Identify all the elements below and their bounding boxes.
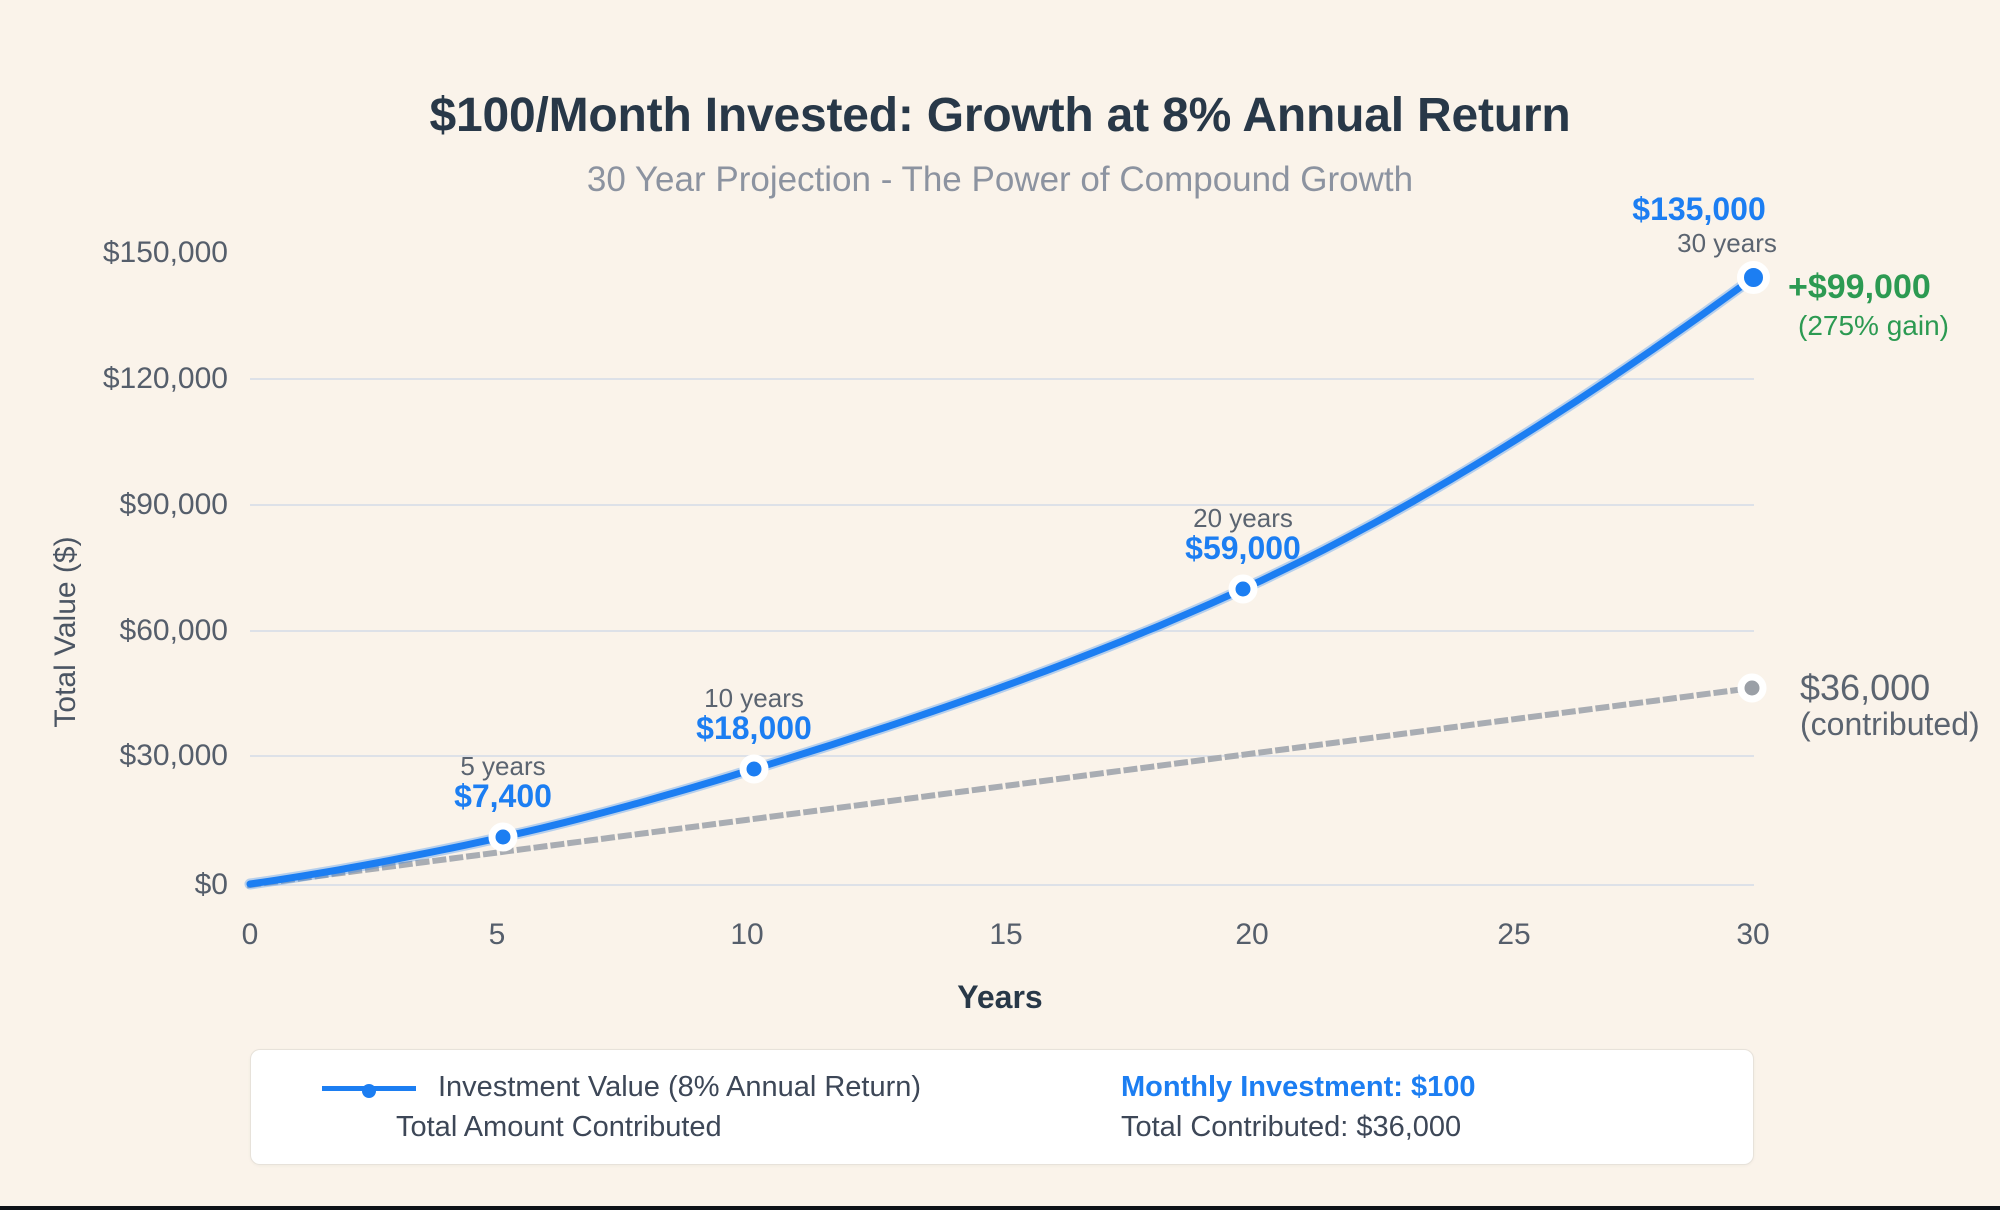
svg-text:$59,000: $59,000: [1185, 530, 1301, 566]
svg-text:$30,000: $30,000: [120, 739, 228, 772]
svg-text:$90,000: $90,000: [120, 488, 228, 521]
svg-text:$0: $0: [195, 868, 228, 901]
svg-text:Total Value ($): Total Value ($): [49, 536, 82, 727]
svg-text:(275% gain): (275% gain): [1798, 310, 1949, 341]
svg-text:5 years: 5 years: [460, 751, 545, 781]
svg-text:$120,000: $120,000: [103, 362, 228, 395]
svg-text:$36,000: $36,000: [1800, 667, 1930, 708]
svg-text:10 years: 10 years: [704, 683, 804, 713]
svg-text:$135,000: $135,000: [1632, 191, 1765, 227]
svg-text:20 years: 20 years: [1193, 503, 1293, 533]
svg-text:$150,000: $150,000: [103, 236, 228, 269]
svg-text:0: 0: [242, 918, 259, 951]
svg-text:5: 5: [489, 918, 506, 951]
svg-text:10: 10: [730, 918, 763, 951]
svg-text:Years: Years: [957, 979, 1042, 1015]
svg-text:(contributed): (contributed): [1800, 706, 1980, 742]
svg-text:30 years: 30 years: [1677, 228, 1777, 258]
svg-text:+$99,000: +$99,000: [1788, 268, 1931, 306]
svg-text:$7,400: $7,400: [454, 778, 552, 814]
svg-text:$18,000: $18,000: [696, 710, 812, 746]
svg-text:20: 20: [1235, 918, 1268, 951]
svg-text:$60,000: $60,000: [120, 614, 228, 647]
svg-text:25: 25: [1497, 918, 1530, 951]
svg-text:30: 30: [1736, 918, 1769, 951]
svg-text:15: 15: [989, 918, 1022, 951]
